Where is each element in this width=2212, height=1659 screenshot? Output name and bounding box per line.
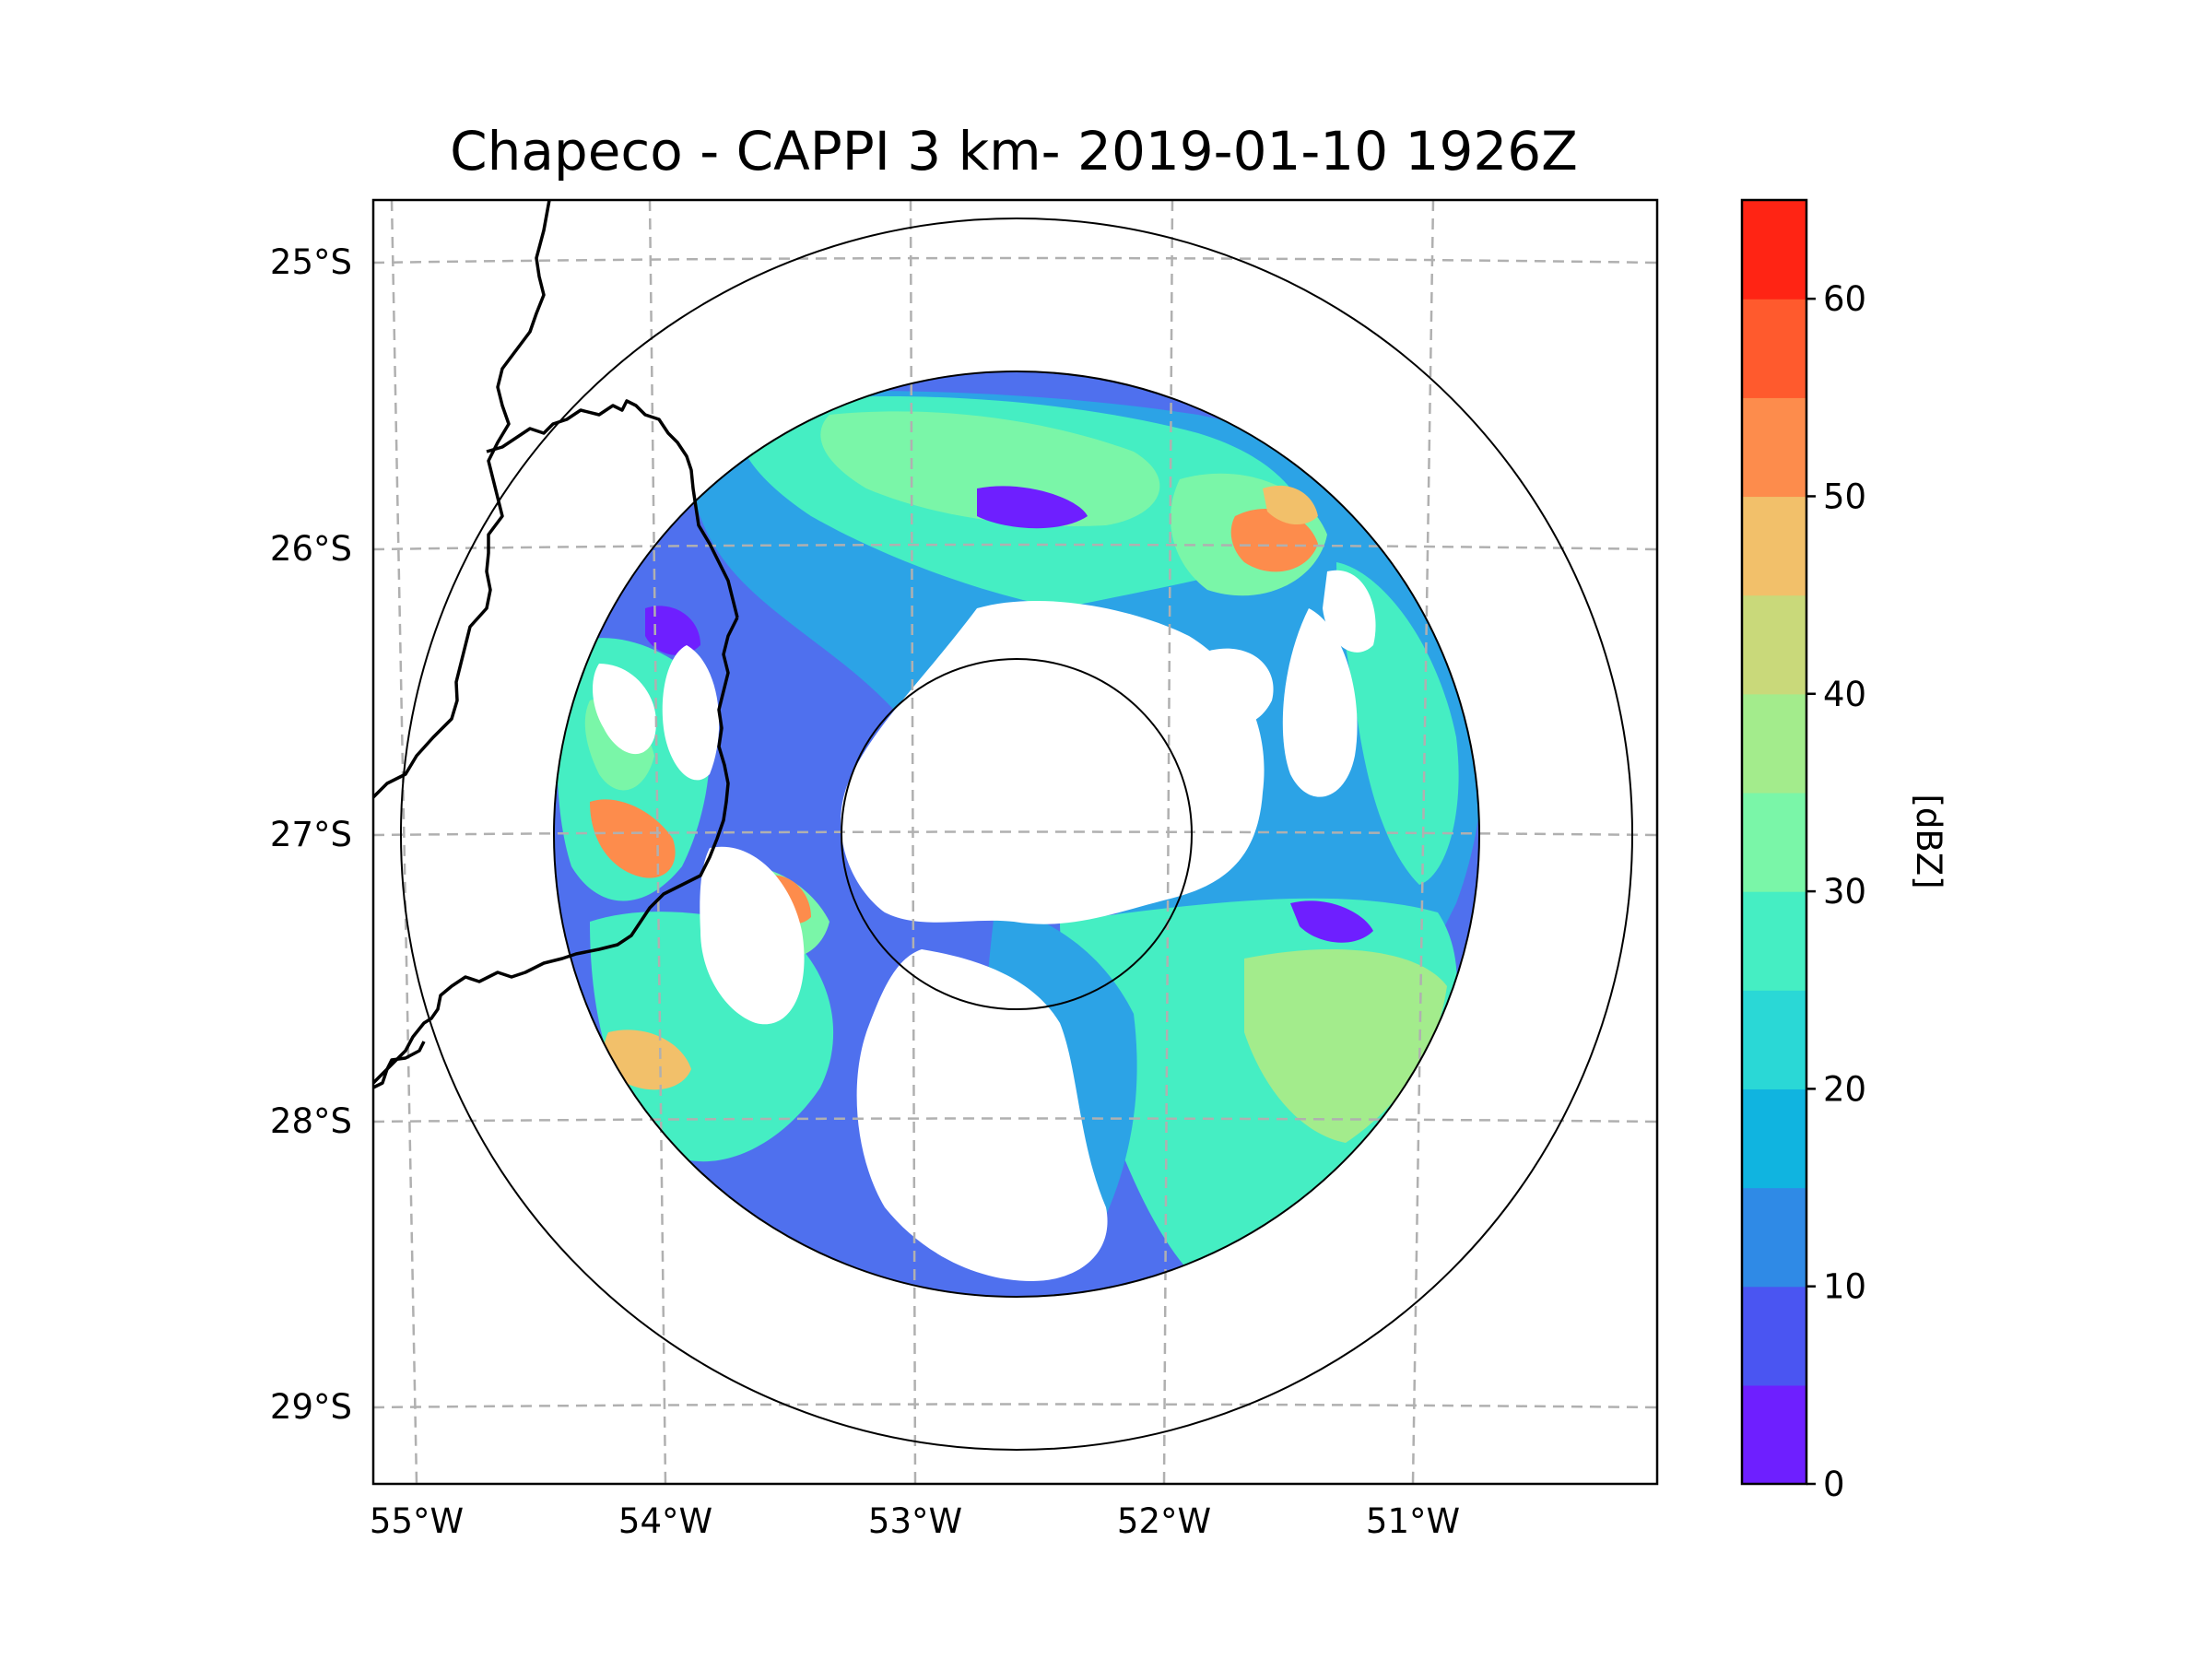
gridline-lat-29: [373, 1403, 1657, 1409]
gridline-lon-53: [909, 200, 917, 1484]
country-border: [373, 200, 551, 799]
range-ring-inner: [841, 658, 1193, 1010]
colorbar-segment: [1742, 594, 1806, 695]
colorbar-segment: [1742, 693, 1806, 794]
colorbar-tick-label: 50: [1823, 477, 1866, 516]
colorbar-segment: [1742, 990, 1806, 1089]
lon-label-51: 51°W: [1366, 1501, 1460, 1541]
state-border-north: [486, 399, 739, 618]
clutter-rings: [927, 747, 1100, 921]
colorbar-tick-label: 40: [1823, 675, 1866, 714]
lon-labels: 55°W 54°W 53°W 52°W 51°W: [370, 1501, 1460, 1541]
lon-label-55: 55°W: [370, 1501, 464, 1541]
colorbar-segment: [1742, 1286, 1806, 1386]
colorbar-segment: [1742, 1384, 1806, 1485]
colorbar-frame: [1740, 198, 1808, 1486]
colorbar-tick-label: 10: [1823, 1267, 1866, 1307]
boundaries: [373, 200, 739, 1089]
map-frame: [371, 198, 1659, 1486]
colorbar-segment: [1742, 1088, 1806, 1189]
colorbar-segment: [1742, 200, 1806, 300]
gridline-lon-54: [648, 200, 667, 1484]
lat-label-26: 26°S: [270, 529, 352, 569]
lon-label-54: 54°W: [618, 1501, 712, 1541]
gridline-lat-28: [373, 1117, 1657, 1124]
lon-label-53: 53°W: [868, 1501, 962, 1541]
colorbar-tick-label: 30: [1823, 872, 1866, 912]
gridline-lon-55: [390, 200, 418, 1484]
colorbar-segment: [1742, 496, 1806, 596]
range-rings: [400, 218, 1633, 1451]
gridline-lon-51: [1411, 200, 1435, 1484]
reflectivity-field: [554, 371, 1479, 1297]
lat-label-27: 27°S: [270, 815, 352, 854]
colorbar-label: [dBZ]: [1909, 794, 1948, 888]
lat-label-29: 29°S: [270, 1387, 352, 1427]
graticule: [373, 200, 1657, 1484]
lat-label-28: 28°S: [270, 1101, 352, 1141]
lat-label-25: 25°S: [270, 242, 352, 282]
range-ring-middle: [553, 371, 1480, 1298]
colorbar-segment: [1742, 792, 1806, 892]
gridline-lon-52: [1162, 200, 1174, 1484]
colorbar-segment: [1742, 397, 1806, 498]
figure-title: Chapeco - CAPPI 3 km- 2019-01-10 1926Z: [450, 120, 1578, 182]
colorbar-ticks: 0 10 20 30 40 50 60: [1806, 279, 1866, 1504]
range-ring-outer: [400, 218, 1633, 1451]
colorbar-tick-label: 0: [1823, 1465, 1845, 1504]
west-border: [373, 1041, 426, 1089]
lat-labels: 25°S 26°S 27°S 28°S 29°S: [270, 242, 352, 1427]
colorbar-segment: [1742, 299, 1806, 398]
gridline-lat-25: [373, 256, 1657, 265]
colorbar-segment: [1742, 891, 1806, 991]
colorbar-tick-label: 60: [1823, 279, 1866, 319]
colorbar: [1742, 200, 1806, 1485]
lon-label-52: 52°W: [1117, 1501, 1211, 1541]
gridline-lat-26: [373, 543, 1657, 551]
colorbar-segment: [1742, 1187, 1806, 1288]
colorbar-tick-label: 20: [1823, 1069, 1866, 1109]
gridline-lat-27: [373, 830, 1657, 837]
river-border: [373, 617, 739, 1085]
